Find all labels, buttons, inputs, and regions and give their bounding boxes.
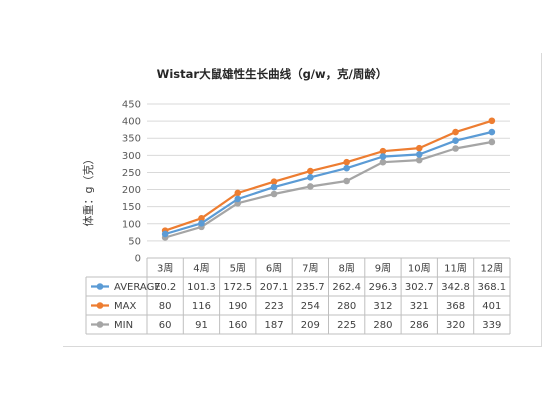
x-category-label: 10周	[408, 263, 431, 275]
data-point	[488, 128, 496, 136]
data-table-value: 368	[446, 301, 465, 312]
data-table-value: 254	[301, 301, 320, 312]
data-table-value: 280	[337, 301, 356, 312]
data-table-value: 342.8	[441, 282, 470, 293]
data-table-value: 207.1	[260, 282, 289, 293]
data-point	[415, 151, 423, 158]
x-category-label: 3周	[157, 263, 173, 275]
legend-series-name: MIN	[114, 320, 133, 331]
x-category-label: 8周	[338, 263, 354, 275]
data-point	[379, 158, 387, 166]
data-point	[452, 145, 459, 152]
y-tick-label: 50	[128, 236, 141, 247]
data-table-value: 209	[301, 320, 320, 331]
data-point	[343, 177, 350, 185]
data-point	[161, 230, 169, 238]
data-table-value: 286	[410, 320, 429, 331]
x-category-label: 11周	[444, 263, 467, 275]
data-point	[307, 167, 314, 175]
data-point	[415, 156, 423, 164]
y-tick-label: 0	[135, 254, 141, 265]
data-point	[379, 147, 387, 155]
data-point	[415, 144, 423, 152]
data-table-value: 262.4	[332, 282, 361, 293]
y-tick-label: 200	[122, 185, 141, 196]
data-point	[488, 138, 496, 146]
series-max	[161, 117, 496, 234]
data-point	[307, 174, 314, 181]
data-table-value: 401	[482, 301, 501, 312]
data-table-value: 223	[265, 301, 284, 312]
x-category-label: 4周	[193, 263, 209, 275]
data-point	[343, 164, 350, 172]
data-point	[343, 158, 350, 166]
chart-frame	[63, 53, 542, 347]
data-point	[488, 117, 496, 125]
data-point	[234, 189, 242, 197]
data-table-value: 339	[482, 320, 501, 331]
data-point	[234, 195, 242, 203]
data-table-value: 312	[373, 301, 392, 312]
legend-series-name: AVERAGE	[114, 282, 161, 293]
legend-key-marker	[96, 302, 104, 309]
data-table-value: 368.1	[478, 282, 507, 293]
data-table-value: 172.5	[223, 282, 252, 293]
y-tick-label: 450	[122, 100, 141, 111]
data-point	[270, 190, 278, 198]
data-table-value: 70.2	[154, 282, 176, 293]
y-tick-label: 100	[122, 219, 141, 230]
data-point	[452, 137, 459, 144]
series-line-average	[164, 130, 493, 236]
x-category-label: 6周	[266, 263, 282, 275]
x-category-label: 9周	[375, 263, 391, 275]
data-point	[270, 178, 278, 185]
series-lines	[161, 117, 496, 241]
data-point	[452, 128, 459, 136]
data-table-value: 160	[228, 320, 247, 331]
series-line-max	[164, 119, 493, 232]
legend-series-name: MAX	[114, 301, 136, 312]
series-average	[161, 128, 496, 238]
data-point	[307, 183, 314, 190]
data-point	[379, 153, 387, 160]
y-tick-label: 400	[122, 117, 141, 128]
data-table-value: 280	[373, 320, 392, 331]
data-table-value: 190	[228, 301, 247, 312]
data-table-value: 60	[159, 320, 172, 331]
data-table-value: 302.7	[405, 282, 434, 293]
y-axis-ticks: 0 50 100 150 200 250 300 350 400 450	[122, 100, 141, 265]
data-table-value: 187	[265, 320, 284, 331]
data-table-value: 101.3	[187, 282, 216, 293]
x-category-label: 12周	[480, 263, 503, 275]
data-table-value: 320	[446, 320, 465, 331]
data-point	[198, 220, 205, 227]
y-tick-label: 300	[122, 151, 141, 162]
data-table-value: 91	[195, 320, 208, 331]
x-category-label: 5周	[230, 263, 246, 275]
y-tick-label: 150	[122, 202, 141, 213]
gridlines	[147, 103, 510, 259]
data-table-value: 116	[192, 301, 211, 312]
data-table-value: 321	[410, 301, 429, 312]
data-table-value: 235.7	[296, 282, 325, 293]
data-point	[270, 183, 278, 191]
y-tick-label: 350	[122, 134, 141, 145]
chart-title: Wistar大鼠雄性生长曲线（g/w，克/周龄）	[157, 67, 388, 81]
y-axis-title: 体重：g（克）	[81, 154, 95, 227]
x-category-label: 7周	[302, 263, 318, 275]
legend-key-marker	[96, 321, 104, 328]
data-table-value: 80	[159, 301, 172, 312]
data-point	[198, 215, 205, 222]
data-table-value: 296.3	[369, 282, 398, 293]
series-line-min	[164, 140, 492, 239]
y-tick-label: 250	[122, 168, 141, 179]
legend-key-marker	[96, 283, 104, 290]
data-table-value: 225	[337, 320, 356, 331]
